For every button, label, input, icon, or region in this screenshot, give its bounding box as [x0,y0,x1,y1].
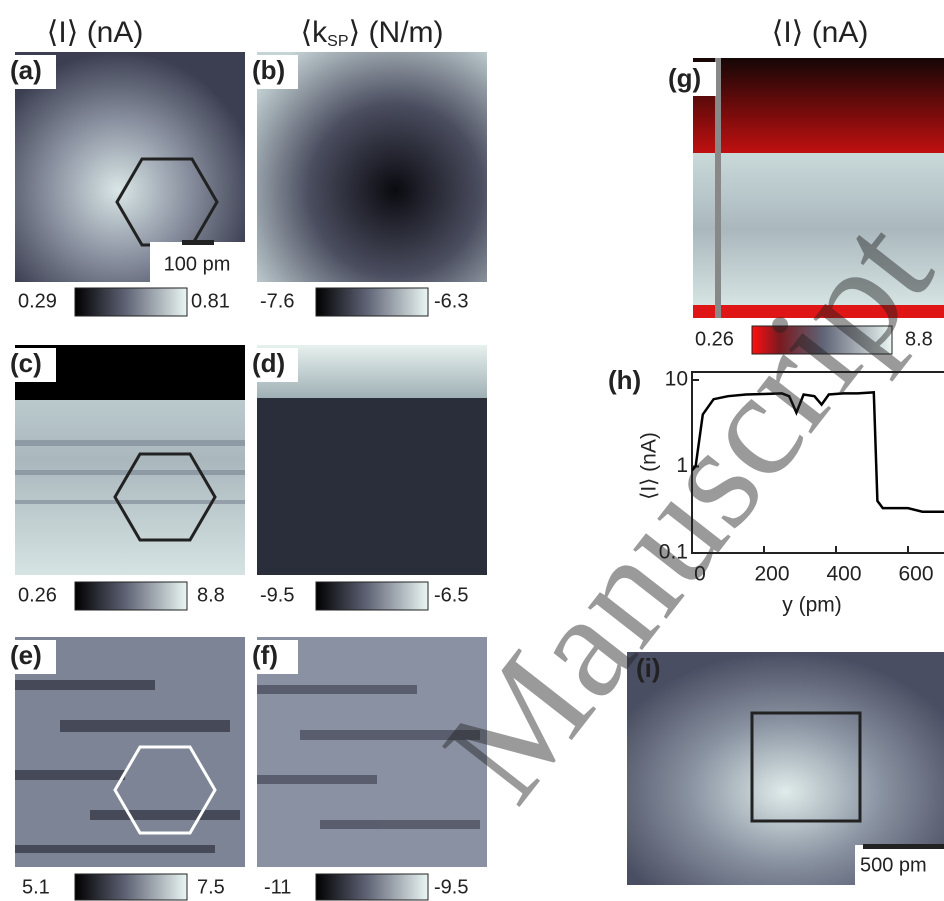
x-tick-label: 600 [898,563,933,586]
cbar-max: -6.3 [434,290,468,312]
panel-label: (a) [10,55,42,85]
streaks [15,680,240,853]
cbar-min: -9.5 [260,584,294,606]
scale-box [150,242,245,282]
square [750,711,862,823]
panel-label: (i) [636,653,661,683]
image-g-mid [693,153,944,305]
scale-label: 100 pm [164,253,231,275]
panel-label: (f) [252,640,278,670]
panel-title: ⟨I⟩ (nA) [47,16,144,49]
panel-label: (h) [608,365,641,395]
cbar-max: 0.81 [191,290,230,312]
y-tick-label: 0.1 [659,541,688,564]
hexagon [113,745,217,835]
cbar-max: 8.8 [905,328,933,350]
hexagon [113,452,217,542]
x-tick-label: 0 [694,563,706,586]
line-chart: 0.1 1 10 0 200 400 600 y (pm) ⟨I⟩ (nA) (h) [608,365,944,617]
image-e [15,637,245,867]
cbar-min: 0.26 [18,584,57,606]
scale-bar [182,240,214,245]
scale-bar [863,844,944,849]
colorbar [751,325,893,355]
panel-label: (b) [252,55,285,85]
panel-label: (d) [252,348,285,378]
cbar-max: -6.5 [434,584,468,606]
colorbar [315,873,429,901]
panel-labels: (a) (b) (c) (d) (e) (f) (g) (i) [8,55,716,683]
colorbar [74,287,188,317]
scale-label: 500 pm [860,854,927,876]
colorbar [74,873,188,901]
panel-title: ⟨kSP⟩ (N/m) [300,16,443,50]
cbar-max: 8.8 [197,584,225,606]
panel-label: (e) [10,640,42,670]
colorbars: 0.29 0.81 -7.6 -6.3 0.26 8.8 -9.5 -6.5 5… [18,287,933,901]
streaks [257,685,480,829]
y-axis-label: ⟨I⟩ (nA) [638,432,661,500]
cbar-min: 0.26 [695,328,734,350]
x-axis-label: y (pm) [782,594,842,617]
y-tick-label: 1 [676,454,688,477]
x-tick-label: 200 [754,563,789,586]
cbar-min: 5.1 [22,876,50,898]
colorbar [315,581,429,611]
y-tick-label: 10 [665,368,688,391]
cbar-min: -11 [264,876,291,898]
cbar-min: 0.29 [18,290,57,312]
plot-frame [691,371,944,554]
cbar-max: -9.5 [434,876,468,898]
scale-box [855,845,944,885]
image-g-bottom [693,305,944,318]
cbar-max: 7.5 [197,876,225,898]
panel-label: (c) [10,348,42,378]
colorbar [315,287,429,317]
image-g-top [693,58,944,153]
panel-label: (g) [668,63,701,93]
image-b [257,52,487,282]
data-line [692,391,944,513]
cbar-min: -7.6 [260,290,294,312]
panel-title: ⟨I⟩ (nA) [772,16,869,49]
colorbar [74,581,188,611]
marker-line [715,58,721,318]
x-tick-label: 400 [826,563,861,586]
